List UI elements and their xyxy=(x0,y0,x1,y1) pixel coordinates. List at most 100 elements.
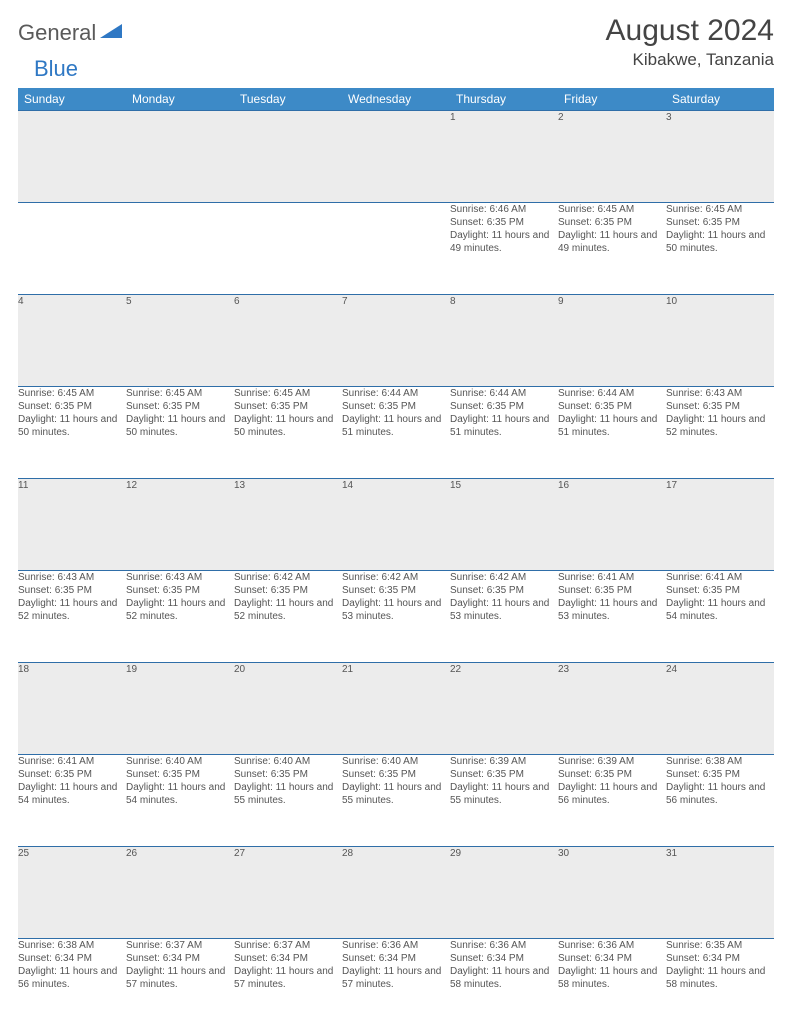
sunset-text: Sunset: 6:34 PM xyxy=(558,952,666,965)
day-detail-cell: Sunrise: 6:36 AMSunset: 6:34 PMDaylight:… xyxy=(342,939,450,1031)
day-number-cell xyxy=(126,111,234,203)
sunrise-text: Sunrise: 6:44 AM xyxy=(450,387,558,400)
day-number-cell: 9 xyxy=(558,295,666,387)
sunset-text: Sunset: 6:35 PM xyxy=(666,400,774,413)
daylight-text: Daylight: 11 hours and 58 minutes. xyxy=(450,965,558,991)
sunrise-text: Sunrise: 6:45 AM xyxy=(666,203,774,216)
sunrise-text: Sunrise: 6:44 AM xyxy=(342,387,450,400)
weekday-header: Sunday xyxy=(18,88,126,111)
daylight-text: Daylight: 11 hours and 52 minutes. xyxy=(666,413,774,439)
sunrise-text: Sunrise: 6:41 AM xyxy=(666,571,774,584)
sunrise-text: Sunrise: 6:40 AM xyxy=(234,755,342,768)
day-number-cell: 27 xyxy=(234,847,342,939)
sunrise-text: Sunrise: 6:40 AM xyxy=(126,755,234,768)
day-detail-row: Sunrise: 6:46 AM Sunset: 6:35 PMDaylight:… xyxy=(18,203,774,295)
brand-triangle-icon xyxy=(100,22,122,45)
sunrise-text: Sunrise: 6:42 AM xyxy=(234,571,342,584)
day-detail-cell xyxy=(18,203,126,295)
sunset-text: Sunset: 6:35 PM xyxy=(18,768,126,781)
day-detail-cell: Sunrise: 6:39 AMSunset: 6:35 PMDaylight:… xyxy=(450,755,558,847)
sunset-text: Sunset: 6:35 PM xyxy=(342,400,450,413)
day-number-cell: 16 xyxy=(558,479,666,571)
sunrise-text: Sunrise: 6:45 AM xyxy=(234,387,342,400)
day-number-cell: 30 xyxy=(558,847,666,939)
daylight-text: Daylight: 11 hours and 52 minutes. xyxy=(126,597,234,623)
daylight-text: Daylight: 11 hours and 56 minutes. xyxy=(18,965,126,991)
sunset-text: Sunset: 6:35 PM xyxy=(126,768,234,781)
day-number-cell: 19 xyxy=(126,663,234,755)
sunset-text: Sunset: 6:35 PM xyxy=(126,400,234,413)
day-detail-cell: Sunrise: 6:40 AMSunset: 6:35 PMDaylight:… xyxy=(234,755,342,847)
weekday-header: Monday xyxy=(126,88,234,111)
sunrise-text: Sunrise: 6:37 AM xyxy=(234,939,342,952)
day-detail-cell: Sunrise: 6:45 AMSunset: 6:35 PMDaylight:… xyxy=(234,387,342,479)
day-number-cell: 10 xyxy=(666,295,774,387)
sunrise-text: Sunrise: 6:45 AM xyxy=(18,387,126,400)
day-number-cell: 23 xyxy=(558,663,666,755)
day-number-cell: 17 xyxy=(666,479,774,571)
day-number-row: 123 xyxy=(18,111,774,203)
daylight-text: Daylight: 11 hours and 57 minutes. xyxy=(126,965,234,991)
sunset-text: Sunset: 6:35 PM xyxy=(666,216,774,229)
calendar-body: 123 Sunrise: 6:46 AMSunset: 6:35 PMDayli… xyxy=(18,111,774,1031)
day-detail-cell: Sunrise: 6:41 AMSunset: 6:35 PMDaylight:… xyxy=(18,755,126,847)
sunrise-text: Sunrise: 6:45 AM xyxy=(126,387,234,400)
daylight-text: Daylight: 11 hours and 49 minutes. xyxy=(558,229,666,255)
day-number-cell: 5 xyxy=(126,295,234,387)
day-number-cell xyxy=(234,111,342,203)
sunrise-text: Sunrise: 6:35 AM xyxy=(666,939,774,952)
sunrise-text: Sunrise: 6:39 AM xyxy=(558,755,666,768)
daylight-text: Daylight: 11 hours and 54 minutes. xyxy=(18,781,126,807)
sunset-text: Sunset: 6:35 PM xyxy=(558,768,666,781)
day-number-cell xyxy=(342,111,450,203)
sunset-text: Sunset: 6:35 PM xyxy=(342,768,450,781)
sunrise-text: Sunrise: 6:42 AM xyxy=(450,571,558,584)
day-detail-cell: Sunrise: 6:36 AMSunset: 6:34 PMDaylight:… xyxy=(450,939,558,1031)
day-detail-cell: Sunrise: 6:43 AMSunset: 6:35 PMDaylight:… xyxy=(18,571,126,663)
daylight-text: Daylight: 11 hours and 54 minutes. xyxy=(126,781,234,807)
day-detail-row: Sunrise: 6:38 AMSunset: 6:34 PMDaylight:… xyxy=(18,939,774,1031)
daylight-text: Daylight: 11 hours and 50 minutes. xyxy=(18,413,126,439)
day-detail-cell xyxy=(342,203,450,295)
brand-part1: General xyxy=(18,20,96,46)
sunrise-text: Sunrise: 6:46 AM xyxy=(450,203,558,216)
day-detail-cell: Sunrise: 6:42 AMSunset: 6:35 PMDaylight:… xyxy=(342,571,450,663)
day-number-cell: 29 xyxy=(450,847,558,939)
calendar-table: Sunday Monday Tuesday Wednesday Thursday… xyxy=(18,88,774,1031)
day-detail-cell: Sunrise: 6:36 AMSunset: 6:34 PMDaylight:… xyxy=(558,939,666,1031)
day-detail-cell: Sunrise: 6:35 AMSunset: 6:34 PMDaylight:… xyxy=(666,939,774,1031)
day-number-cell: 15 xyxy=(450,479,558,571)
day-detail-cell: Sunrise: 6:45 AMSunset: 6:35 PMDaylight:… xyxy=(18,387,126,479)
sunrise-text: Sunrise: 6:39 AM xyxy=(450,755,558,768)
daylight-text: Daylight: 11 hours and 52 minutes. xyxy=(234,597,342,623)
day-detail-cell: Sunrise: 6:42 AMSunset: 6:35 PMDaylight:… xyxy=(450,571,558,663)
weekday-header: Thursday xyxy=(450,88,558,111)
day-number-cell: 31 xyxy=(666,847,774,939)
day-number-cell: 26 xyxy=(126,847,234,939)
sunrise-text: Sunrise: 6:37 AM xyxy=(126,939,234,952)
day-detail-cell: Sunrise: 6:40 AMSunset: 6:35 PMDaylight:… xyxy=(342,755,450,847)
sunrise-text: Sunrise: 6:43 AM xyxy=(666,387,774,400)
sunset-text: Sunset: 6:35 PM xyxy=(666,584,774,597)
sunrise-text: Sunrise: 6:40 AM xyxy=(342,755,450,768)
day-detail-cell: Sunrise: 6:44 AMSunset: 6:35 PMDaylight:… xyxy=(450,387,558,479)
sunset-text: Sunset: 6:34 PM xyxy=(342,952,450,965)
day-number-cell: 14 xyxy=(342,479,450,571)
daylight-text: Daylight: 11 hours and 57 minutes. xyxy=(342,965,450,991)
day-detail-cell: Sunrise: 6:41 AMSunset: 6:35 PMDaylight:… xyxy=(666,571,774,663)
sunrise-text: Sunrise: 6:43 AM xyxy=(18,571,126,584)
day-detail-cell: Sunrise: 6:38 AMSunset: 6:35 PMDaylight:… xyxy=(666,755,774,847)
weekday-header: Wednesday xyxy=(342,88,450,111)
day-detail-row: Sunrise: 6:43 AM Sunset: 6:35 PM Daylight:… xyxy=(18,571,774,663)
day-detail-cell: Sunrise: 6:44 AMSunset: 6:35 PMDaylight:… xyxy=(558,387,666,479)
daylight-text: Daylight: 11 hours and 55 minutes. xyxy=(234,781,342,807)
day-number-cell: 18 xyxy=(18,663,126,755)
sunset-text: Sunset: 6:34 PM xyxy=(126,952,234,965)
day-number-cell: 25 xyxy=(18,847,126,939)
day-number-cell: 3 xyxy=(666,111,774,203)
day-number-cell: 28 xyxy=(342,847,450,939)
weekday-header: Friday xyxy=(558,88,666,111)
daylight-text: Daylight: 11 hours and 57 minutes. xyxy=(234,965,342,991)
daylight-text: Daylight: 11 hours and 58 minutes. xyxy=(558,965,666,991)
day-detail-cell xyxy=(126,203,234,295)
